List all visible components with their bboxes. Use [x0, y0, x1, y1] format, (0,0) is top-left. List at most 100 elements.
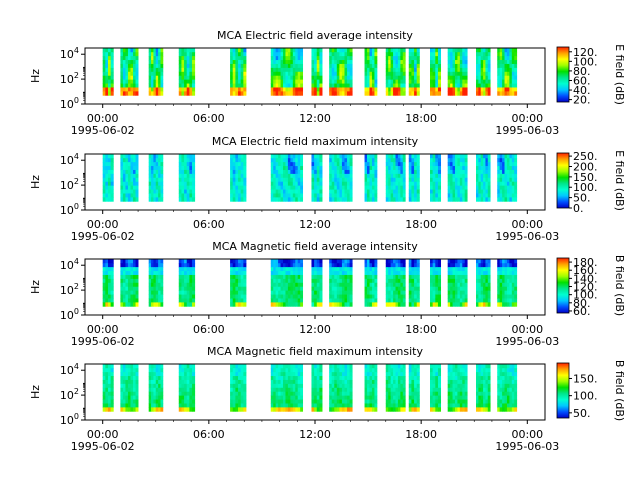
spectrogram-cell: [454, 391, 458, 397]
spectrogram-cell: [374, 181, 378, 187]
spectrogram-cell: [232, 399, 236, 404]
spectrogram-cell: [514, 399, 518, 404]
spectrogram-cell: [497, 407, 501, 412]
spectrogram-cell: [416, 154, 420, 159]
spectrogram-cell: [364, 56, 368, 61]
spectrogram-cell: [235, 79, 239, 84]
colorbar-tick-label: 50.: [573, 407, 591, 420]
spectrogram-cell: [105, 177, 109, 183]
spectrogram-cell: [158, 193, 161, 198]
spectrogram-cell: [347, 294, 350, 299]
spectrogram-cell: [186, 387, 190, 393]
spectrogram-cell: [514, 387, 518, 393]
spectrogram-cell: [184, 71, 188, 77]
spectrogram-cell: [452, 298, 456, 303]
spectrogram-cell: [402, 399, 406, 404]
spectrogram-cell: [235, 274, 239, 280]
spectrogram-cell: [133, 368, 136, 373]
spectrogram-cell: [349, 60, 353, 65]
spectrogram-cell: [297, 286, 301, 292]
spectrogram-cell: [395, 154, 399, 159]
spectrogram-cell: [390, 162, 394, 167]
spectrogram-cell: [331, 395, 335, 400]
spectrogram-cell: [497, 181, 501, 187]
spectrogram-cell: [280, 372, 284, 377]
spectrogram-cell: [314, 169, 318, 175]
spectrogram-cell: [270, 290, 274, 295]
spectrogram-cell: [341, 298, 345, 303]
spectrogram-cell: [339, 259, 343, 264]
spectrogram-cell: [432, 71, 436, 77]
spectrogram-cell: [347, 387, 350, 393]
spectrogram-cell: [408, 173, 412, 179]
spectrogram-cell: [483, 290, 486, 295]
spectrogram-cell: [349, 298, 353, 303]
spectrogram-cell: [125, 407, 129, 412]
spectrogram-cell: [295, 79, 299, 84]
spectrogram-cell: [275, 197, 279, 202]
spectrogram-cell: [133, 267, 136, 272]
spectrogram-cell: [349, 154, 353, 159]
spectrogram-cell: [336, 376, 340, 381]
spectrogram-cell: [230, 372, 234, 377]
x-tick-label: 18:00: [405, 323, 437, 336]
spectrogram-cell: [459, 403, 463, 408]
spectrogram-cell: [450, 158, 453, 163]
spectrogram-cell: [130, 158, 134, 163]
spectrogram-cell: [153, 87, 157, 92]
spectrogram-cell: [369, 267, 373, 272]
spectrogram-cell: [416, 267, 420, 272]
spectrogram-cell: [341, 166, 345, 171]
spectrogram-cell: [158, 298, 161, 303]
spectrogram-cell: [155, 177, 159, 183]
spectrogram-cell: [192, 271, 196, 276]
spectrogram-cell: [432, 282, 436, 288]
spectrogram-cell: [374, 286, 378, 292]
spectrogram-cell: [238, 181, 242, 187]
spectrogram-cell: [235, 162, 239, 167]
spectrogram-cell: [514, 193, 518, 198]
spectrogram-cell: [408, 387, 412, 393]
spectrogram-cell: [125, 271, 129, 276]
spectrogram-cell: [127, 274, 131, 280]
spectrogram-cell: [483, 302, 486, 307]
spectrogram-cell: [478, 189, 482, 194]
spectrogram-cell: [105, 87, 109, 92]
spectrogram-cell: [102, 193, 106, 198]
spectrogram-cell: [105, 387, 109, 393]
spectrogram-cell: [385, 158, 389, 163]
spectrogram-cell: [275, 282, 279, 288]
spectrogram-cell: [341, 83, 345, 88]
spectrogram-cell: [125, 79, 129, 84]
spectrogram-cell: [336, 173, 340, 179]
spectrogram-cell: [416, 387, 420, 393]
spectrogram-cell: [364, 278, 368, 284]
spectrogram-cell: [485, 79, 489, 84]
spectrogram-cell: [105, 368, 109, 373]
spectrogram-cell: [374, 278, 378, 284]
spectrogram-cell: [339, 71, 343, 77]
spectrogram-cell: [483, 193, 486, 198]
spectrogram-cell: [158, 259, 161, 264]
spectrogram-cell: [411, 282, 415, 288]
spectrogram-cell: [127, 52, 131, 57]
spectrogram-cell: [153, 158, 157, 163]
spectrogram-cell: [344, 379, 348, 385]
spectrogram-cell: [364, 173, 368, 179]
spectrogram-cell: [462, 75, 466, 81]
spectrogram-cell: [319, 364, 323, 369]
spectrogram-cell: [300, 79, 304, 84]
spectrogram-cell: [148, 302, 152, 307]
spectrogram-cell: [393, 372, 396, 377]
spectrogram-cell: [369, 197, 373, 202]
spectrogram-cell: [102, 169, 106, 175]
spectrogram-cell: [240, 67, 244, 73]
spectrogram-cell: [369, 286, 373, 292]
spectrogram-cell: [339, 91, 343, 96]
spectrogram-cell: [454, 267, 458, 272]
spectrogram-cell: [514, 290, 518, 295]
spectrogram-cell: [464, 368, 468, 373]
spectrogram-cell: [478, 71, 482, 77]
spectrogram-cell: [502, 278, 505, 284]
spectrogram-cell: [311, 197, 315, 202]
